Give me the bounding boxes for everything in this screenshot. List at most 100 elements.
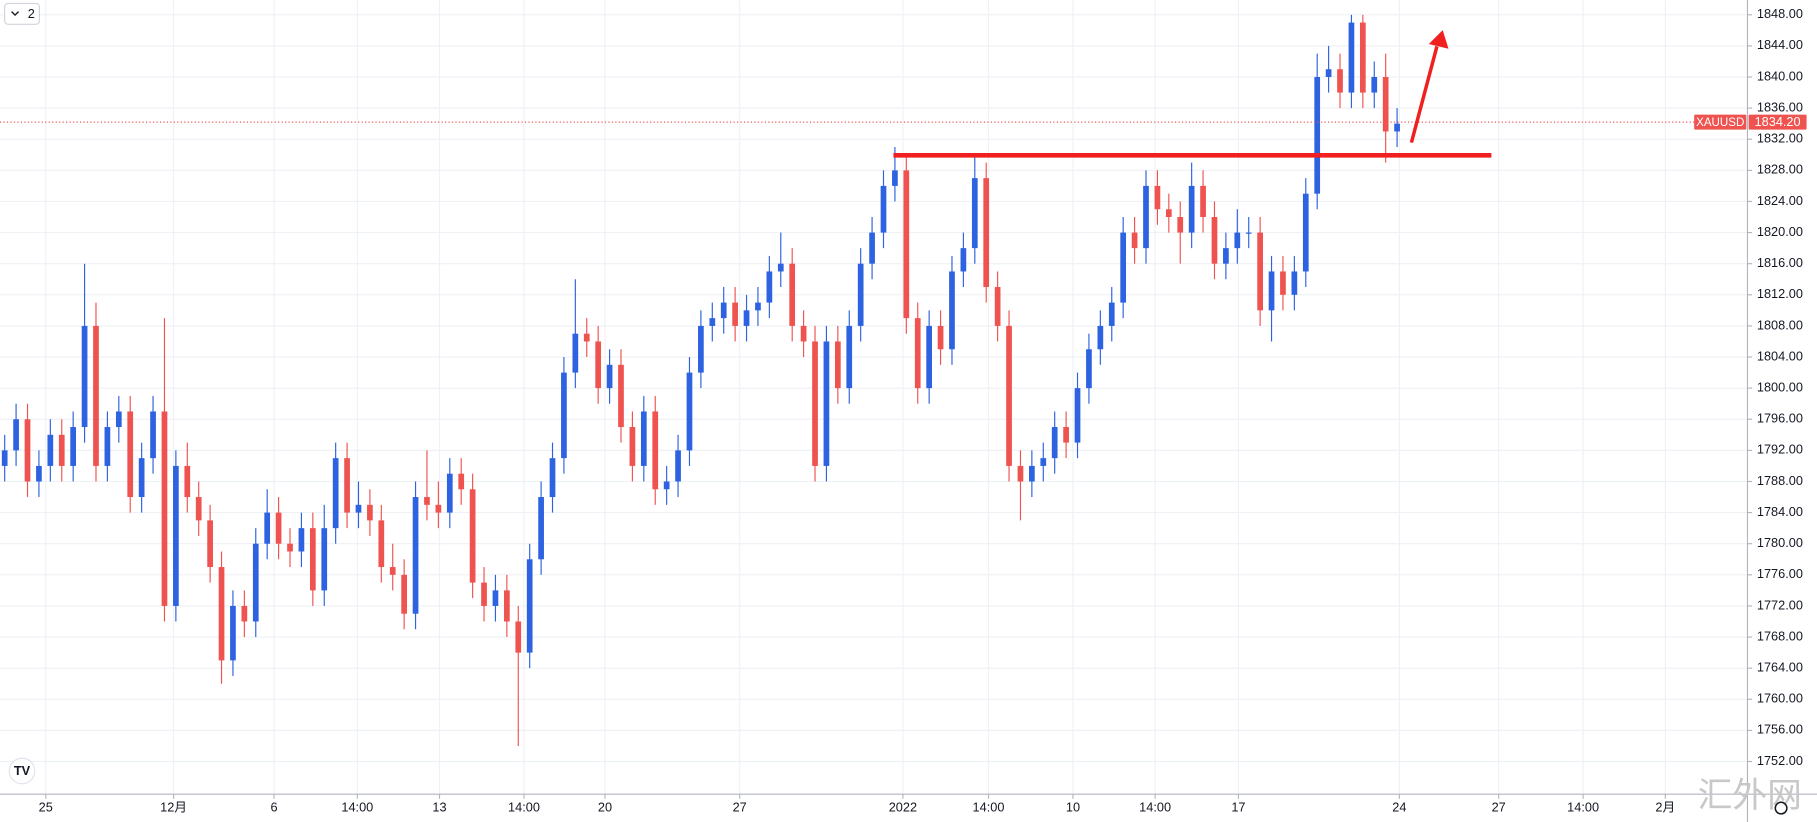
candle-body — [618, 364, 624, 428]
candle-body — [230, 605, 236, 661]
candle-body — [218, 567, 225, 661]
candle-body — [492, 590, 499, 606]
x-tick-label: 13 — [432, 799, 446, 814]
candle-body — [458, 473, 465, 490]
candle-body — [663, 481, 670, 490]
interval-badge[interactable]: 2 — [28, 6, 35, 21]
y-tick-label: 1828.00 — [1757, 162, 1803, 177]
y-tick-label: 1804.00 — [1757, 348, 1803, 363]
interval-box[interactable] — [4, 2, 40, 25]
candle-body — [298, 528, 305, 552]
candle-body — [1394, 123, 1400, 132]
candle-body — [127, 411, 134, 498]
candle-body — [949, 271, 955, 350]
symbol-tag — [1694, 114, 1747, 130]
y-tick-label: 1836.00 — [1757, 99, 1803, 114]
y-tick-label: 1788.00 — [1757, 473, 1803, 488]
y-tick-label: 1840.00 — [1757, 68, 1803, 83]
candle-body — [1245, 232, 1252, 234]
candle-body — [207, 520, 213, 568]
y-tick-label: 1776.00 — [1757, 566, 1803, 581]
grid — [0, 0, 1748, 795]
y-tick-label: 1784.00 — [1757, 504, 1803, 519]
candle-body — [652, 411, 659, 490]
candle-body — [698, 325, 704, 373]
candle-body — [1017, 465, 1024, 482]
candle-body — [309, 528, 316, 591]
y-tick-label: 1772.00 — [1757, 597, 1803, 612]
x-tick-label: 2月 — [1655, 799, 1675, 814]
candle-body — [766, 271, 773, 303]
interval-button[interactable]: 2 — [4, 2, 40, 25]
candle-body — [857, 263, 864, 326]
candle-body — [1200, 185, 1206, 218]
candle-body — [1177, 217, 1184, 233]
candle-body — [903, 170, 910, 319]
gear[interactable] — [1774, 801, 1788, 815]
y-tick-label: 1844.00 — [1757, 37, 1803, 52]
candle-body — [115, 411, 122, 428]
candle-body — [1268, 271, 1275, 311]
candle-body — [93, 325, 99, 466]
candle-body — [1223, 248, 1229, 264]
y-tick-label: 1756.00 — [1757, 722, 1803, 737]
candle-body — [241, 605, 248, 622]
candle-body — [561, 372, 567, 459]
candle-body — [834, 341, 841, 389]
candle-body — [1280, 271, 1286, 295]
candle-body — [812, 341, 818, 466]
x-tick-label: 17 — [1231, 799, 1245, 814]
y-tick-label: 1808.00 — [1757, 317, 1803, 332]
candle-body — [1074, 388, 1081, 443]
candle-body — [1143, 185, 1149, 249]
candle-body — [1006, 325, 1012, 466]
y-tick-label: 1832.00 — [1757, 131, 1803, 146]
candle-body — [1371, 77, 1378, 93]
settings-icon[interactable] — [1774, 801, 1788, 815]
candle-body — [926, 325, 933, 389]
candle-body — [549, 458, 556, 498]
candle-body — [1234, 232, 1241, 249]
candle-body — [515, 621, 522, 653]
annotations — [893, 30, 1492, 158]
candle-body — [1291, 271, 1298, 295]
x-tick-label: 6 — [270, 799, 277, 814]
y-tick-label: 1752.00 — [1757, 753, 1803, 768]
candle-body — [1337, 69, 1343, 93]
candle-body — [332, 458, 339, 529]
candle-body — [104, 427, 111, 466]
y-tick-label: 1800.00 — [1757, 379, 1803, 394]
candle-body — [481, 582, 487, 606]
arrow-head — [1428, 30, 1449, 49]
symbol-label: XAUUSD — [1696, 117, 1744, 129]
candle-body — [252, 543, 259, 622]
candle-body — [743, 310, 750, 326]
x-tick-label: 12月 — [160, 799, 187, 814]
candle-body — [150, 411, 156, 459]
candle-body — [538, 497, 544, 560]
y-tick-label: 1816.00 — [1757, 255, 1803, 270]
candle-body — [58, 434, 65, 466]
candle-body — [355, 504, 362, 513]
candle-body — [606, 364, 613, 389]
candle-body — [195, 497, 202, 521]
candle-body — [960, 248, 967, 272]
candle-body — [1314, 77, 1321, 194]
candle-body — [184, 465, 191, 498]
candle-body — [24, 419, 31, 482]
candle-body — [1108, 302, 1115, 326]
candle-body — [640, 411, 647, 466]
candle-body — [1359, 22, 1366, 93]
candle-body — [869, 232, 875, 264]
candle-body — [1165, 209, 1172, 218]
x-tick-label: 2022 — [889, 799, 917, 814]
x-tick-label: 25 — [39, 799, 53, 814]
y-tick-label: 1824.00 — [1757, 193, 1803, 208]
x-tick-label: 14:00 — [341, 799, 373, 814]
x-tick-label: 27 — [733, 799, 747, 814]
candle-body — [13, 419, 19, 451]
candle-body — [1154, 185, 1161, 210]
candle-body — [1029, 465, 1035, 482]
